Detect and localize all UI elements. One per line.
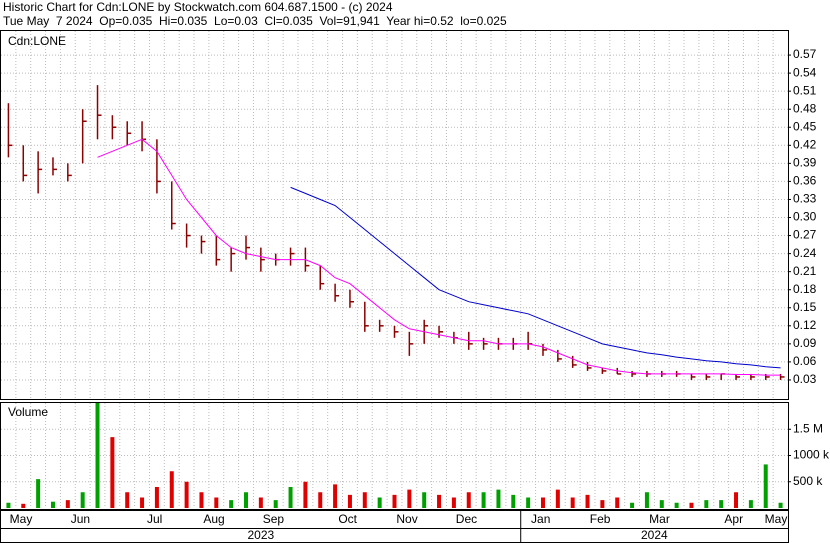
x-tick-label: Nov — [396, 512, 417, 526]
volume-bar — [140, 497, 145, 508]
volume-bar — [451, 497, 456, 508]
volume-bar — [125, 492, 130, 508]
volume-bar — [555, 489, 560, 508]
chart-subtitle: Tue May 7 2024 Op=0.035 Hi=0.035 Lo=0.03… — [3, 14, 507, 28]
volume-bar — [95, 403, 100, 508]
x-tick-label: Oct — [338, 512, 357, 526]
x-tick-label: Apr — [724, 512, 743, 526]
volume-bar — [496, 489, 501, 508]
volume-bar — [258, 497, 263, 508]
y-tick-label: 0.30 — [793, 210, 817, 224]
volume-tick-label: 1.5 M — [793, 421, 823, 435]
x-tick-label: Jan — [531, 512, 550, 526]
x-tick-label: Aug — [203, 512, 224, 526]
symbol-label: Cdn:LONE — [8, 34, 66, 48]
volume-bar — [244, 492, 249, 508]
volume-bar — [273, 500, 278, 508]
volume-bar — [748, 500, 753, 508]
volume-tick-label: 1000 k — [793, 448, 830, 462]
moving-average — [290, 186, 781, 369]
y-tick-label: 0.51 — [793, 83, 817, 97]
y-tick-label: 0.12 — [793, 318, 817, 332]
volume-bar — [21, 503, 26, 508]
y-tick-label: 0.21 — [793, 264, 817, 278]
volume-bar — [778, 502, 783, 508]
volume-bar — [704, 500, 709, 508]
year-label: 2024 — [641, 528, 668, 542]
volume-bar — [644, 492, 649, 508]
y-tick-label: 0.18 — [793, 282, 817, 296]
x-tick-label: Mar — [649, 512, 670, 526]
y-tick-label: 0.57 — [793, 47, 817, 61]
volume-bar — [184, 481, 189, 508]
volume-bar — [615, 497, 620, 508]
volume-bar — [659, 500, 664, 508]
volume-bar — [377, 497, 382, 508]
volume-bar — [466, 492, 471, 508]
volume-bar — [570, 497, 575, 508]
y-tick-label: 0.39 — [793, 156, 817, 170]
volume-bar — [362, 492, 367, 508]
x-tick-label: Sep — [263, 512, 285, 526]
volume-bar — [392, 494, 397, 508]
volume-label: Volume — [8, 405, 48, 419]
volume-bar — [36, 479, 41, 508]
volume-bar — [674, 502, 679, 508]
price-frame — [0, 30, 789, 400]
volume-bar — [199, 492, 204, 508]
x-tick-label: Feb — [590, 512, 611, 526]
year-label: 2023 — [248, 528, 275, 542]
volume-bar — [511, 494, 516, 508]
y-tick-label: 0.09 — [793, 336, 817, 350]
y-tick-label: 0.42 — [793, 137, 817, 151]
y-tick-label: 0.48 — [793, 101, 817, 115]
y-tick-label: 0.45 — [793, 119, 817, 133]
x-tick-label: Dec — [456, 512, 477, 526]
volume-bar — [763, 464, 768, 508]
x-tick-label: Jul — [147, 512, 162, 526]
volume-bar — [600, 500, 605, 508]
x-tick-label: May — [10, 512, 33, 526]
y-tick-label: 0.36 — [793, 174, 817, 188]
y-tick-label: 0.15 — [793, 300, 817, 314]
volume-bar — [481, 492, 486, 508]
volume-bar — [540, 497, 545, 508]
volume-bar — [585, 494, 590, 508]
y-tick-label: 0.24 — [793, 246, 817, 260]
volume-bar — [288, 487, 293, 508]
y-tick-label: 0.27 — [793, 228, 817, 242]
volume-bar — [303, 481, 308, 508]
y-tick-label: 0.33 — [793, 192, 817, 206]
x-tick-label: May — [765, 512, 788, 526]
volume-bar — [80, 492, 85, 508]
y-tick-label: 0.06 — [793, 354, 817, 368]
volume-bar — [65, 500, 70, 508]
moving-average — [97, 138, 781, 376]
volume-bar — [407, 489, 412, 508]
y-tick-label: 0.54 — [793, 65, 817, 79]
volume-bar — [318, 492, 323, 508]
volume-bar — [214, 497, 219, 508]
volume-bar — [154, 487, 159, 508]
volume-bar — [169, 471, 174, 508]
volume-bar — [110, 437, 115, 508]
volume-bar — [526, 497, 531, 508]
volume-bar — [50, 501, 55, 508]
volume-bar — [229, 500, 234, 508]
volume-tick-label: 500 k — [793, 474, 823, 488]
volume-bar — [333, 484, 338, 508]
volume-bar — [347, 494, 352, 508]
volume-bar — [422, 492, 427, 508]
y-tick-label: 0.03 — [793, 372, 817, 386]
volume-bar — [6, 502, 11, 508]
volume-bar — [437, 494, 442, 508]
volume-bar — [719, 500, 724, 508]
volume-bar — [630, 502, 635, 508]
volume-bar — [689, 502, 694, 508]
chart-title: Historic Chart for Cdn:LONE by Stockwatc… — [3, 0, 393, 14]
volume-bar — [734, 492, 739, 508]
x-tick-label: Jun — [71, 512, 90, 526]
